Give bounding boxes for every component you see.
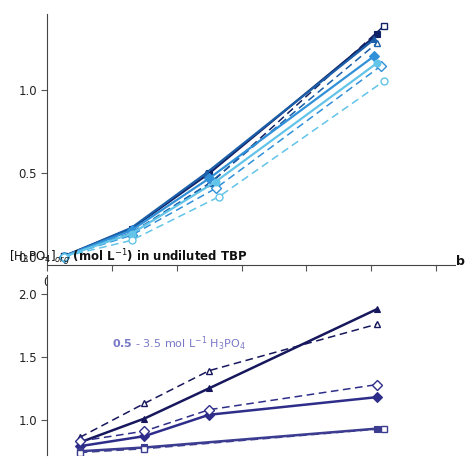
X-axis label: $[\mathrm{H_2SO_4}]_{aq}\ \mathrm{(mol\ L^{-1})}$: $[\mathrm{H_2SO_4}]_{aq}\ \mathrm{(mol\ … xyxy=(193,294,309,315)
Text: b: b xyxy=(456,255,465,268)
Text: $[\mathrm{H_3PO_4}]_{org}$ (mol L$^{-1}$) in undiluted TBP: $[\mathrm{H_3PO_4}]_{org}$ (mol L$^{-1}$… xyxy=(9,247,248,268)
Text: $\mathbf{0.5}$ - 3.5 mol L$^{-1}$ H$_3$PO$_4$: $\mathbf{0.5}$ - 3.5 mol L$^{-1}$ H$_3$P… xyxy=(112,335,246,354)
